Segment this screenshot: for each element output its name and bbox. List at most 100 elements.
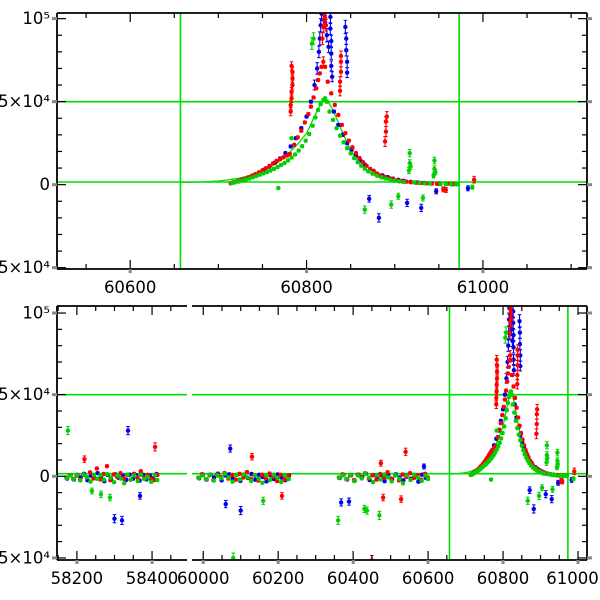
x-tick-label: 60600	[402, 569, 455, 588]
data-point	[325, 79, 330, 84]
data-point	[448, 181, 454, 187]
x-tick-label: 58400	[126, 569, 179, 588]
data-point	[223, 501, 228, 507]
data-point	[282, 473, 288, 478]
data-point	[515, 372, 520, 378]
data-point	[292, 152, 298, 157]
major-tick-stubs	[52, 17, 592, 273]
data-point	[522, 452, 527, 457]
data-point	[378, 477, 383, 482]
x-tick-label: 61000	[457, 278, 510, 297]
data-point	[503, 335, 508, 340]
axes-frame	[56, 12, 588, 270]
data-point	[249, 454, 255, 459]
data-point	[525, 498, 530, 503]
data-point	[346, 499, 352, 504]
data-point	[337, 133, 343, 138]
data-point	[500, 430, 505, 436]
data-point	[432, 158, 437, 163]
data-point	[438, 181, 443, 187]
data-point	[322, 64, 328, 69]
plot-area	[57, 306, 587, 560]
data-point	[322, 15, 328, 21]
data-point	[366, 196, 372, 201]
data-point	[275, 475, 280, 480]
data-point	[494, 389, 499, 394]
data-point	[495, 434, 501, 440]
data-point	[404, 200, 410, 206]
data-point	[344, 70, 350, 75]
data-point	[315, 77, 321, 83]
data-point	[488, 477, 494, 482]
data-point	[393, 472, 398, 478]
tick-marks	[57, 306, 587, 560]
data-point	[256, 476, 261, 481]
data-point	[338, 69, 344, 74]
x-tick-label: 60600	[104, 278, 157, 297]
data-point	[502, 392, 508, 397]
data-point	[383, 176, 389, 181]
data-point	[241, 472, 246, 477]
data-point	[245, 475, 250, 480]
data-point	[512, 410, 517, 415]
data-point	[385, 475, 391, 480]
data-point	[519, 443, 524, 448]
data-point	[497, 440, 502, 446]
data-point	[335, 518, 341, 523]
data-point	[511, 384, 516, 389]
data-point	[276, 185, 281, 191]
data-point	[98, 472, 103, 478]
data-point	[343, 130, 348, 136]
data-point	[389, 202, 394, 207]
data-point	[355, 473, 361, 478]
data-point	[303, 138, 308, 143]
data-point	[377, 513, 382, 518]
data-point	[378, 461, 384, 466]
top-panel: -5×10⁴ 0 5×10⁴ 10⁵ 60600 60800 61000	[0, 9, 592, 297]
data-point	[357, 155, 362, 161]
data-point	[362, 207, 367, 212]
data-point	[308, 104, 314, 109]
data-point	[513, 418, 518, 423]
data-point	[281, 155, 286, 160]
data-point	[352, 478, 357, 484]
data-point	[348, 151, 353, 156]
data-point	[307, 131, 312, 137]
data-point	[407, 150, 412, 156]
y-tick-label: 0	[40, 175, 51, 194]
data-point	[87, 470, 93, 475]
data-point	[328, 26, 333, 31]
data-point	[359, 163, 364, 168]
data-point	[403, 449, 408, 455]
data-point	[407, 470, 413, 476]
data-point	[505, 371, 511, 376]
data-point	[125, 428, 131, 433]
y-tick-label: 0	[40, 467, 51, 486]
data-point	[282, 160, 287, 166]
data-point	[364, 508, 370, 513]
data-point	[338, 500, 344, 505]
data-point	[346, 138, 352, 143]
data-point	[263, 166, 269, 171]
data-point	[543, 492, 548, 497]
data-point	[339, 122, 345, 128]
data-point	[135, 478, 140, 484]
data-point	[118, 476, 124, 481]
data-point	[247, 176, 252, 181]
y-tick-label: 5×10⁴	[0, 92, 50, 111]
data-point	[299, 143, 305, 149]
data-point	[321, 59, 326, 65]
data-point	[572, 469, 577, 474]
data-point	[350, 145, 355, 150]
data-point	[329, 51, 334, 56]
data-point	[267, 163, 272, 169]
data-point	[243, 177, 248, 182]
data-point	[231, 555, 236, 560]
data-point	[515, 363, 520, 368]
data-point	[71, 477, 76, 482]
data-point	[261, 171, 266, 176]
data-point	[310, 123, 315, 128]
flare-red-series	[468, 306, 577, 485]
data-point	[288, 109, 293, 114]
data-point	[257, 172, 263, 177]
